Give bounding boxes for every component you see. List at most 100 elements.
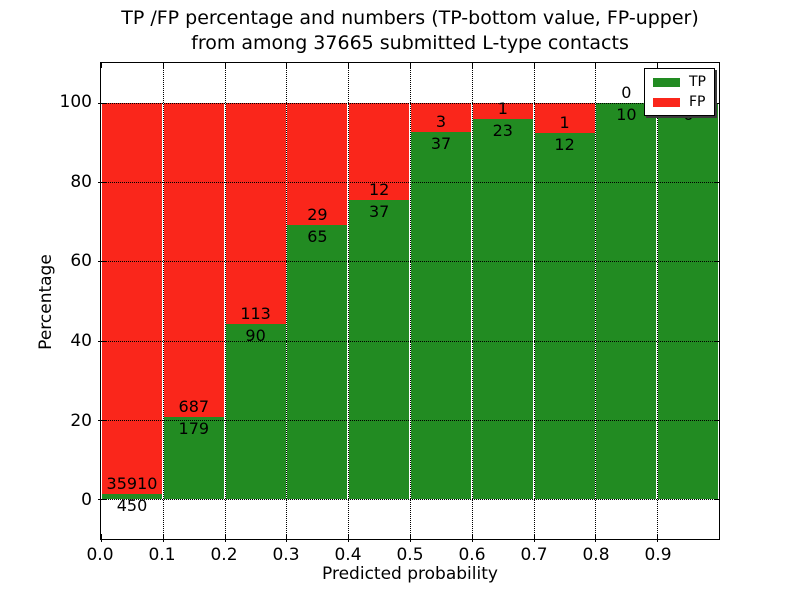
x-tick-mark [595, 534, 597, 542]
gridline-vertical [162, 63, 164, 539]
bar-slot: 12 37 [348, 102, 410, 500]
y-tick-label: 80 [70, 171, 92, 192]
tp-count-label: 450 [116, 496, 148, 516]
fp-bar-segment [411, 102, 471, 133]
gridline-vertical [657, 63, 659, 539]
y-axis-title: Percentage [36, 254, 56, 350]
x-tick-mark [410, 63, 411, 68]
legend-label-fp: FP [689, 94, 706, 110]
y-tick-mark [98, 182, 106, 183]
y-tick-mark [714, 420, 719, 421]
x-tick-mark [533, 534, 535, 542]
tp-count-label: 12 [554, 135, 575, 155]
tp-count-label: 65 [307, 227, 328, 247]
gridline-vertical [533, 63, 535, 539]
y-axis-tick-labels: 0 20 40 60 80 100 [0, 62, 92, 540]
x-tick-label: 0.2 [210, 545, 238, 565]
tp-count-label: 37 [430, 134, 452, 154]
bar-slot: 3 37 [410, 102, 472, 500]
fp-bar-segment [349, 102, 410, 200]
fp-count-label: 0 [621, 82, 632, 102]
fp-count-label: 29 [307, 205, 328, 225]
tp-bar-segment [658, 102, 719, 500]
tp-count-label: 10 [616, 104, 637, 124]
x-tick-mark [471, 534, 473, 542]
x-tick-label: 0.4 [334, 545, 362, 565]
y-tick-mark [714, 102, 719, 104]
x-tick-mark [162, 534, 164, 542]
x-tick-mark [224, 63, 226, 68]
y-tick-label: 60 [70, 251, 92, 272]
x-axis-title: Predicted probability [322, 564, 498, 584]
x-tick-mark [533, 63, 535, 68]
tp-count-label: 23 [492, 121, 513, 141]
x-tick-mark [595, 63, 597, 68]
x-tick-label: 0.1 [148, 545, 176, 565]
tp-bar-segment [472, 119, 533, 500]
fp-count-label: 35910 [106, 474, 158, 494]
x-tick-mark [348, 534, 350, 542]
bar-slot: 35910 450 [101, 102, 163, 515]
x-tick-label: 0.7 [520, 545, 548, 565]
legend-label-tp: TP [689, 74, 706, 90]
fp-count-label: 3 [435, 112, 447, 132]
legend-item-fp: FP [653, 95, 706, 109]
x-tick-label: 0.0 [86, 545, 114, 565]
bar-slot: 29 65 [286, 102, 348, 500]
x-tick-mark [162, 63, 164, 68]
gridline-vertical [410, 63, 411, 539]
tp-bar-segment [349, 199, 410, 500]
fp-count-label: 113 [240, 303, 271, 323]
tp-bar-segment [225, 323, 286, 500]
gridline-vertical [224, 63, 226, 539]
tp-bar-segment [411, 132, 471, 500]
y-tick-mark [714, 340, 719, 342]
y-tick-mark [98, 420, 106, 421]
y-tick-label: 20 [70, 410, 92, 431]
y-tick-mark [98, 499, 106, 501]
tp-count-label: 37 [369, 201, 390, 221]
tp-bar-segment [163, 417, 224, 500]
legend-item-tp: TP [653, 75, 706, 89]
x-axis-tick-labels: 0.0 0.1 0.2 0.3 0.4 0.5 0.6 0.7 0.8 0.9 [86, 545, 720, 567]
y-tick-label: 100 [59, 91, 92, 112]
tp-count-label: 90 [245, 325, 266, 345]
y-tick-label: 40 [70, 330, 92, 351]
tp-color-swatch [653, 77, 680, 87]
bar-slot: 1 12 [534, 102, 596, 500]
chart-title: TP /FP percentage and numbers (TP-bottom… [100, 6, 720, 56]
x-tick-label: 0.3 [272, 545, 300, 565]
y-tick-mark [714, 261, 719, 263]
gridline-vertical [286, 63, 288, 539]
x-tick-mark [101, 63, 102, 68]
gridline-vertical [348, 63, 350, 539]
x-tick-mark [657, 63, 659, 68]
tp-bar-segment [534, 133, 595, 500]
tp-bar-segment [287, 225, 348, 500]
x-tick-label: 0.8 [582, 545, 610, 565]
fp-bar-segment [163, 102, 224, 418]
y-tick-mark [714, 182, 719, 183]
tp-bar-segment [102, 494, 162, 500]
fp-bar-segment [225, 102, 286, 324]
y-tick-label: 0 [81, 490, 92, 511]
chart-title-line1: TP /FP percentage and numbers (TP-bottom… [121, 7, 699, 29]
fp-count-label: 687 [178, 397, 210, 417]
y-tick-mark [98, 261, 106, 263]
x-tick-mark [471, 63, 473, 68]
bar-slot: 687 179 [163, 102, 225, 500]
fp-count-label: 1 [497, 99, 508, 119]
tp-bar-segment [596, 102, 657, 500]
fp-bar-segment [472, 102, 533, 120]
bar-slot: 0 10 [595, 83, 657, 500]
x-tick-label: 0.5 [396, 545, 424, 565]
y-tick-mark [714, 499, 719, 501]
y-tick-mark [98, 340, 106, 342]
gridline-vertical [471, 63, 473, 539]
chart-title-line2: from among 37665 submitted L-type contac… [191, 32, 629, 54]
fp-count-label: 1 [559, 113, 570, 133]
fp-bar-segment [102, 102, 162, 495]
x-tick-mark [410, 534, 411, 542]
bar-slot: 1 23 [472, 99, 534, 500]
bar-slot: 06 [657, 83, 719, 500]
